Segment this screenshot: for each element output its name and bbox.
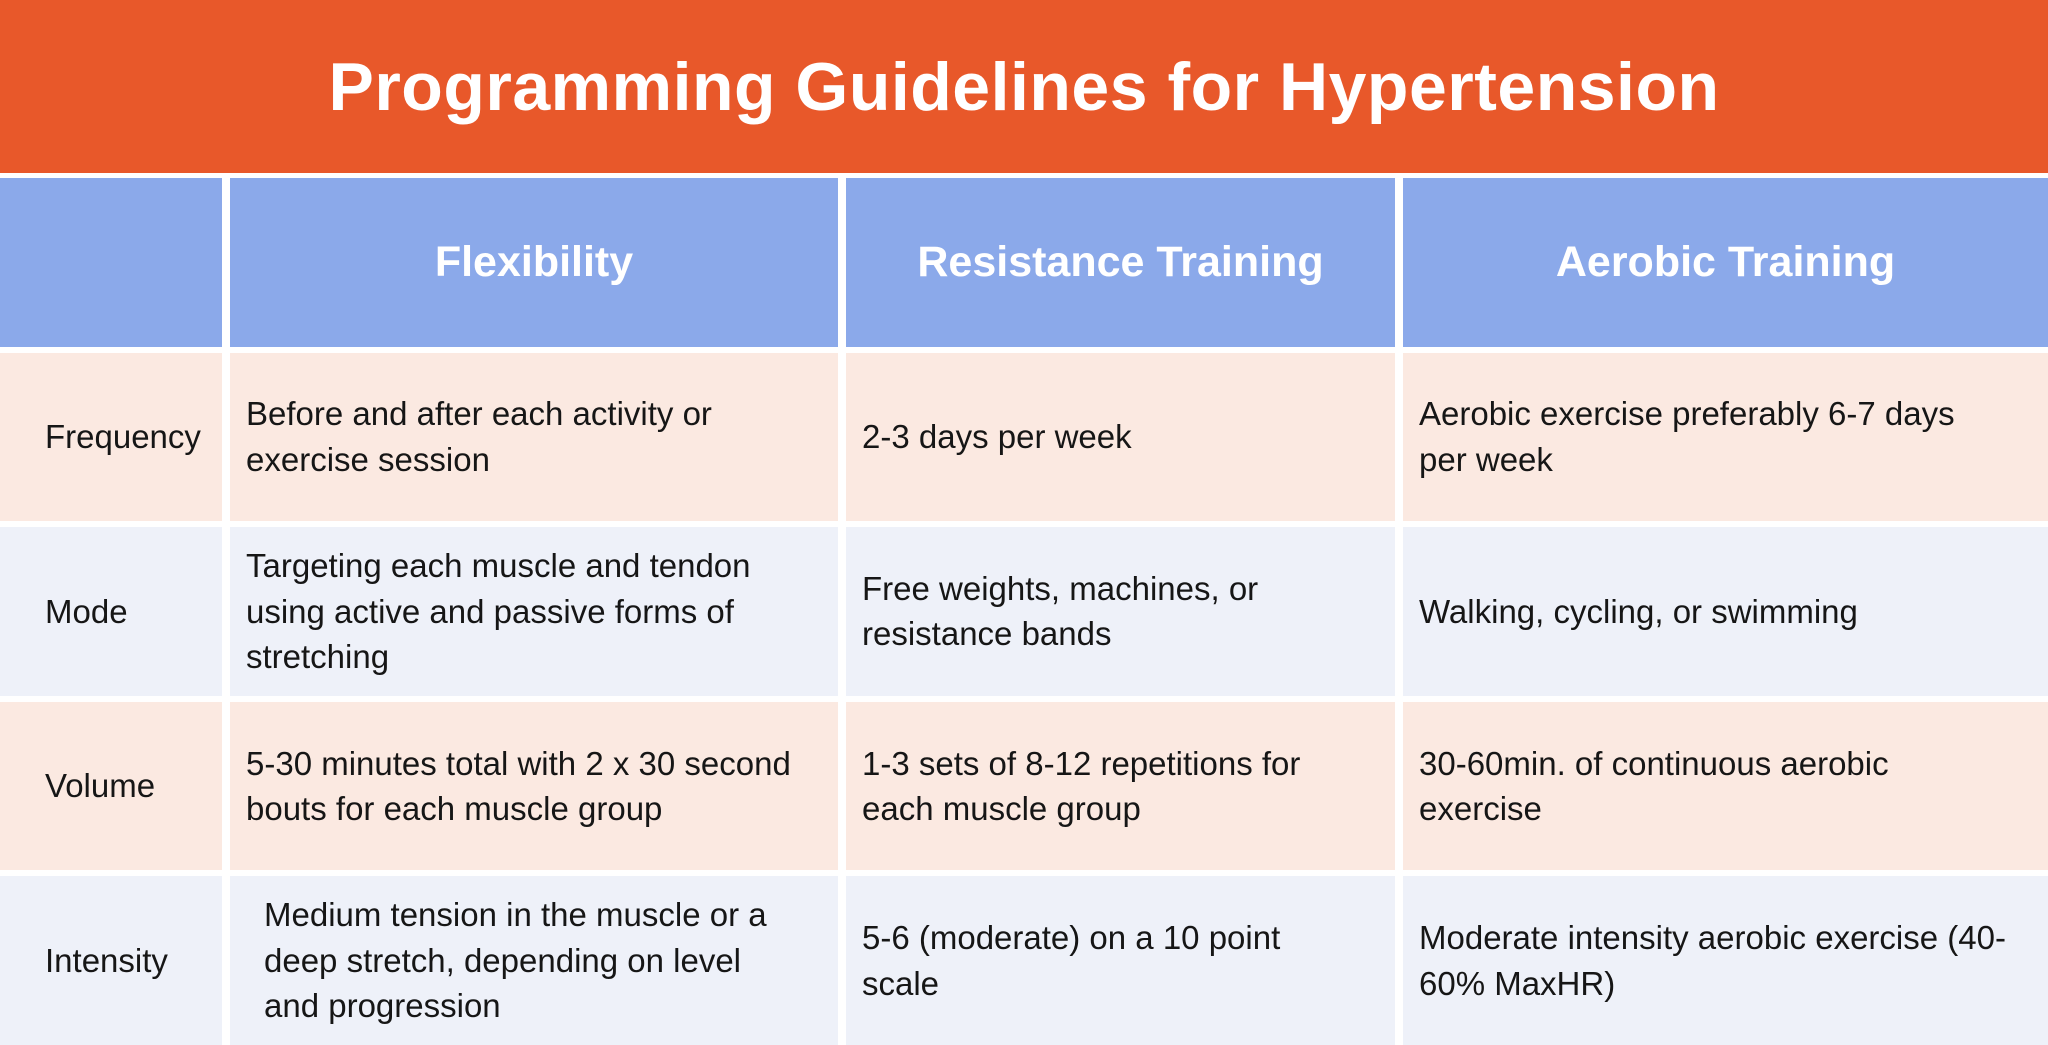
row-label-mode: Mode xyxy=(0,527,222,696)
row-label-frequency: Frequency xyxy=(0,352,222,522)
guidelines-table: Flexibility Resistance Training Aerobic … xyxy=(0,173,2048,1045)
column-header-resistance-training: Resistance Training xyxy=(846,178,1395,347)
page-title: Programming Guidelines for Hypertension xyxy=(328,48,1720,125)
cell-mode-aerobic: Walking, cycling, or swimming xyxy=(1403,527,2048,696)
cell-mode-flexibility: Targeting each muscle and tendon using a… xyxy=(230,527,838,696)
row-label-intensity: Intensity xyxy=(0,876,222,1045)
cell-volume-resistance: 1-3 sets of 8-12 repetitions for each mu… xyxy=(846,701,1395,871)
column-header-aerobic-training: Aerobic Training xyxy=(1403,178,2048,347)
cell-volume-flexibility: 5-30 minutes total with 2 x 30 second bo… xyxy=(230,701,838,871)
column-header-flexibility: Flexibility xyxy=(230,178,838,347)
title-banner: Programming Guidelines for Hypertension xyxy=(0,0,2048,173)
cell-intensity-aerobic: Moderate intensity aerobic exercise (40-… xyxy=(1403,876,2048,1045)
corner-header-cell xyxy=(0,178,222,347)
cell-frequency-flexibility: Before and after each activity or exerci… xyxy=(230,352,838,522)
cell-frequency-resistance: 2-3 days per week xyxy=(846,352,1395,522)
row-label-volume: Volume xyxy=(0,701,222,871)
cell-mode-resistance: Free weights, machines, or resistance ba… xyxy=(846,527,1395,696)
cell-intensity-flexibility: Medium tension in the muscle or a deep s… xyxy=(230,876,838,1045)
cell-frequency-aerobic: Aerobic exercise preferably 6-7 days per… xyxy=(1403,352,2048,522)
cell-volume-aerobic: 30-60min. of continuous aerobic exercise xyxy=(1403,701,2048,871)
cell-intensity-resistance: 5-6 (moderate) on a 10 point scale xyxy=(846,876,1395,1045)
